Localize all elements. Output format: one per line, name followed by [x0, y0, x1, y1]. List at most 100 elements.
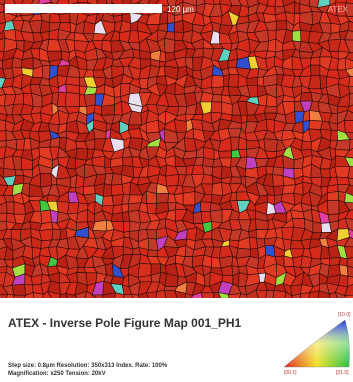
grain — [317, 300, 330, 314]
grain — [329, 257, 340, 265]
grain — [112, 194, 123, 206]
ipf-key: [10.0] [00.1] [21.0] — [284, 312, 351, 376]
grain — [274, 310, 286, 322]
grain — [79, 300, 85, 313]
grain — [7, 202, 14, 214]
grain — [292, 294, 301, 304]
grain — [13, 295, 26, 304]
grain — [166, 174, 179, 186]
grain — [229, 294, 241, 305]
grain — [13, 303, 21, 312]
grain — [272, 300, 286, 312]
grain — [264, 309, 276, 322]
grain — [211, 102, 222, 113]
grain — [0, 158, 4, 169]
grain — [222, 302, 230, 312]
grain — [111, 173, 122, 185]
grain — [41, 210, 52, 224]
scale-label: 120 µm — [167, 5, 194, 14]
grain — [210, 210, 222, 224]
grain — [68, 301, 79, 313]
grain — [12, 58, 22, 68]
grain — [0, 130, 6, 141]
grain — [57, 92, 66, 107]
grain — [93, 299, 104, 310]
grain — [149, 300, 157, 313]
grain — [291, 310, 301, 322]
grain — [122, 182, 130, 195]
grain — [39, 229, 53, 241]
grain — [327, 200, 339, 214]
grain — [40, 20, 49, 33]
grain — [68, 202, 79, 214]
grain — [349, 93, 353, 107]
grain — [292, 30, 301, 41]
grain — [201, 302, 214, 311]
grain — [272, 290, 286, 303]
grain — [258, 309, 265, 319]
grain — [32, 301, 41, 314]
grain — [112, 299, 123, 312]
grain — [309, 310, 320, 322]
grain — [264, 302, 276, 310]
orientation-map — [0, 0, 353, 323]
grain — [212, 75, 224, 87]
grain — [201, 202, 212, 212]
grain — [50, 137, 60, 147]
grain — [237, 304, 251, 312]
grain — [12, 284, 26, 295]
grain — [335, 140, 350, 151]
grain — [310, 57, 320, 65]
grain — [21, 301, 35, 314]
grain — [230, 137, 239, 151]
grain — [300, 51, 313, 58]
grain — [344, 120, 353, 133]
grain — [22, 58, 33, 70]
scale-bar — [5, 4, 162, 13]
figure: 120 µm ATEX ATEX - Inverse Pole Figure M… — [0, 0, 353, 382]
grain — [0, 213, 7, 221]
grain — [300, 92, 312, 101]
grain — [258, 302, 265, 314]
grain — [4, 304, 14, 313]
grain — [146, 229, 156, 239]
grain — [247, 302, 260, 313]
grain — [250, 310, 258, 319]
grain — [301, 141, 312, 151]
grain — [147, 250, 158, 257]
grain — [122, 299, 134, 313]
info-line: Magnification: x250 Tension: 20kV — [8, 371, 106, 377]
grain — [284, 313, 296, 322]
grain — [284, 300, 296, 313]
grain — [228, 74, 238, 87]
grain — [301, 303, 313, 310]
grain — [177, 304, 184, 312]
grain — [102, 196, 114, 206]
grain — [0, 300, 8, 313]
grain — [214, 302, 223, 312]
grain — [156, 300, 167, 314]
grain — [59, 13, 70, 23]
ipf-label: [21.0] — [336, 370, 349, 376]
grain — [33, 293, 43, 302]
grain — [164, 38, 175, 52]
grain — [130, 221, 141, 231]
grain — [310, 65, 320, 76]
grain — [140, 300, 150, 313]
grain — [247, 78, 258, 86]
watermark: ATEX — [328, 5, 349, 14]
grain — [182, 301, 194, 311]
grain — [174, 120, 186, 133]
grain — [147, 203, 157, 214]
grain — [191, 301, 204, 311]
grain — [40, 173, 51, 187]
grain — [124, 231, 130, 237]
grain — [49, 29, 58, 40]
ipf-label: [00.1] — [284, 370, 297, 376]
grain — [335, 167, 350, 178]
grain — [273, 174, 284, 186]
grain — [313, 222, 322, 233]
grain — [276, 21, 286, 31]
ipf-label: [10.0] — [338, 312, 351, 318]
grain — [338, 58, 346, 70]
